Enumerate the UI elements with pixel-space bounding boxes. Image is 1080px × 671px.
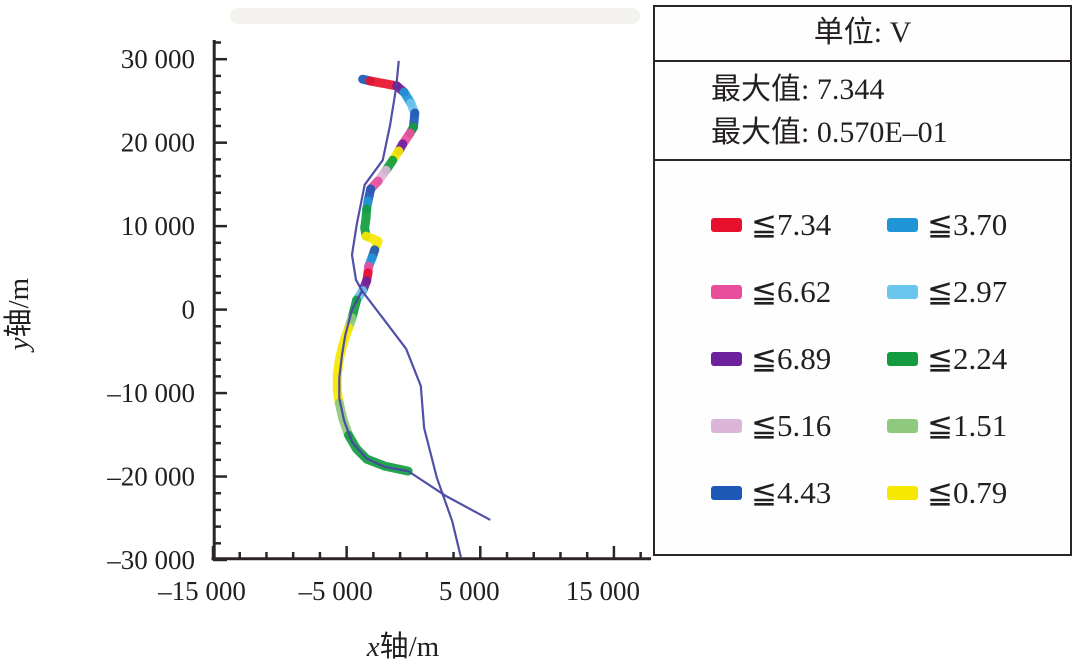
x-axis-title: x轴/m — [366, 630, 440, 663]
y-tick-label: –10 000 — [106, 378, 195, 408]
pipeline-route — [338, 60, 491, 521]
y-tick-label: 0 — [182, 295, 196, 325]
legend-item-le-6.89: ≦6.89 — [711, 325, 887, 392]
legend-items: ≦7.34 ≦3.70 ≦6.62 ≦2.97 ≦6.89 ≦2.24 ≦5.16 ≦1.51… — [655, 161, 1070, 526]
legend-item-le-1.51: ≦1.51 — [887, 392, 1070, 459]
legend-item-le-7.34: ≦7.34 — [711, 191, 887, 258]
legend-swatch-blue — [887, 217, 918, 232]
legend-item-label: ≦2.97 — [927, 273, 1008, 309]
x-tick-label: –15 000 — [157, 576, 246, 606]
legend-item-label: ≦5.16 — [751, 407, 832, 443]
x-tick-label: –5 000 — [298, 576, 373, 606]
legend-item-le-6.62: ≦6.62 — [711, 258, 887, 325]
legend-item-label: ≦7.34 — [751, 206, 832, 242]
legend-item-le-3.70: ≦3.70 — [887, 191, 1070, 258]
legend-stats: 最大值: 7.344 最大值: 0.570E–01 — [655, 62, 1070, 161]
legend-item-label: ≦1.51 — [927, 407, 1008, 443]
y-tick-label: 30 000 — [121, 44, 195, 74]
y-tick-label: 10 000 — [121, 211, 195, 241]
legend-item-label: ≦3.70 — [927, 206, 1008, 242]
voltage-band-segment-green — [344, 430, 413, 476]
legend-item-label: ≦0.79 — [927, 474, 1008, 510]
legend-swatch-purple — [711, 351, 742, 366]
legend-swatch-light_green — [887, 418, 918, 433]
legend-panel: 单位: V 最大值: 7.344 最大值: 0.570E–01 ≦7.34 ≦3.… — [653, 5, 1072, 556]
legend-item-label: ≦6.89 — [751, 340, 832, 376]
legend-item-label: ≦2.24 — [927, 340, 1008, 376]
legend-item-le-5.16: ≦5.16 — [711, 392, 887, 459]
y-tick-label: –20 000 — [106, 462, 195, 492]
legend-swatch-light_pink — [711, 418, 742, 433]
legend-item-label: ≦6.62 — [751, 273, 832, 309]
legend-item-le-0.79: ≦0.79 — [887, 459, 1070, 526]
legend-swatch-green — [887, 351, 918, 366]
legend-max-value-line-2: 最大值: 0.570E–01 — [711, 116, 948, 149]
plot-area: 30 000 20 000 10 000 0 –10 000 –20 000 –30 000… — [2, 8, 651, 663]
legend-item-le-2.24: ≦2.24 — [887, 325, 1070, 392]
legend-item-le-2.97: ≦2.97 — [887, 258, 1070, 325]
legend-max-value-line-1: 最大值: 7.344 — [711, 73, 885, 106]
x-tick-label: 5 000 — [439, 576, 500, 606]
legend-swatch-red — [711, 217, 742, 232]
legend-item-le-4.43: ≦4.43 — [711, 459, 887, 526]
legend-unit-label: 单位: V — [655, 7, 1070, 62]
trajectory-chart: 30 000 20 000 10 000 0 –10 000 –20 000 –30 000… — [2, 8, 651, 663]
x-tick-label: 15 000 — [566, 576, 640, 606]
y-tick-label: 20 000 — [121, 128, 195, 158]
legend-swatch-dark_blue — [711, 485, 742, 500]
legend-swatch-yellow — [887, 485, 918, 500]
y-axis-title: y轴/m — [2, 277, 35, 353]
voltage-band-segment-red — [365, 76, 402, 91]
y-tick-label: –30 000 — [106, 545, 195, 575]
legend-swatch-magenta — [711, 284, 742, 299]
route-branch — [361, 290, 462, 558]
legend-swatch-light_blue — [887, 284, 918, 299]
scan-artifact — [230, 8, 640, 24]
legend-item-label: ≦4.43 — [751, 474, 832, 510]
